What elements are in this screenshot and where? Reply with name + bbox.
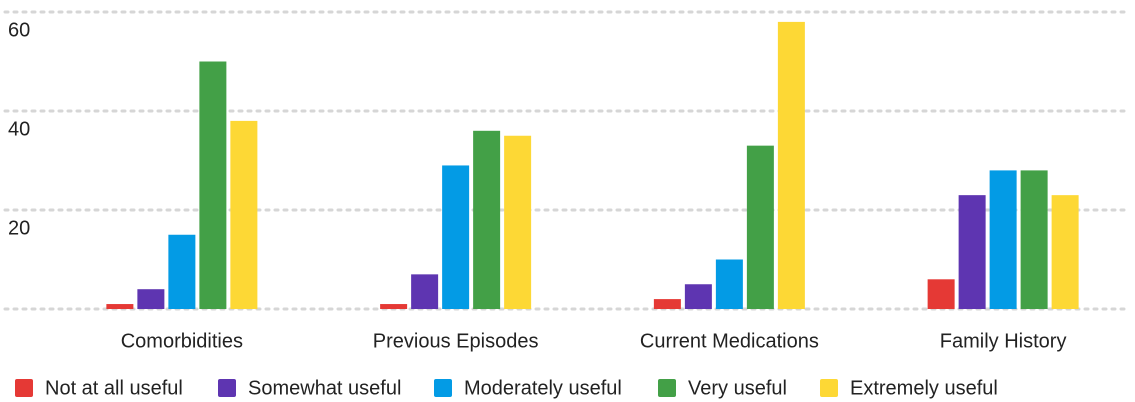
bar	[653, 299, 681, 309]
bar	[168, 234, 196, 309]
bar	[442, 165, 470, 309]
bar	[473, 130, 501, 309]
bar	[137, 289, 165, 309]
y-tick-label: 20	[8, 217, 30, 239]
bar	[411, 274, 439, 309]
bar	[746, 145, 774, 309]
bar	[230, 120, 258, 310]
bar	[106, 304, 134, 309]
bar	[715, 259, 743, 309]
legend-label: Extremely useful	[850, 377, 998, 399]
x-tick-label: Comorbidities	[121, 330, 243, 352]
bar	[1051, 195, 1079, 309]
bar	[380, 304, 408, 309]
legend-swatch	[15, 379, 33, 397]
x-tick-label: Current Medications	[640, 330, 819, 352]
legend-swatch	[820, 379, 838, 397]
bar	[684, 284, 712, 309]
legend-swatch	[658, 379, 676, 397]
legend-label: Very useful	[688, 377, 787, 399]
y-tick-label: 60	[8, 19, 30, 41]
bar	[927, 279, 955, 309]
x-tick-label: Family History	[940, 330, 1067, 352]
bar	[989, 170, 1017, 309]
y-tick-label: 40	[8, 118, 30, 140]
legend-label: Moderately useful	[464, 377, 622, 399]
bar	[1020, 170, 1048, 309]
bar	[504, 135, 532, 309]
legend-swatch	[434, 379, 452, 397]
bar	[199, 61, 227, 309]
bar	[958, 195, 986, 309]
legend-swatch	[218, 379, 236, 397]
legend-label: Not at all useful	[45, 377, 183, 399]
x-tick-label: Previous Episodes	[373, 330, 539, 352]
bar	[777, 21, 805, 310]
legend-label: Somewhat useful	[248, 377, 401, 399]
